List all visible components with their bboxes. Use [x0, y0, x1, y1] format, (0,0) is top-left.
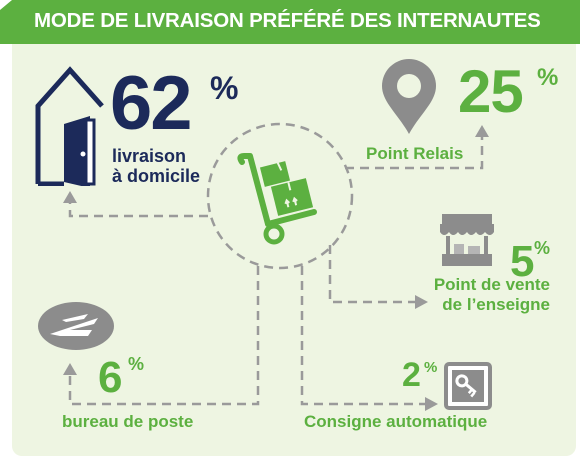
arrowhead-poste — [63, 363, 77, 375]
percent-relais: % — [537, 64, 559, 91]
label-domicile-line2: à domicile — [112, 166, 201, 186]
label-relais: Point Relais — [366, 144, 464, 163]
connector-relais — [345, 134, 484, 170]
map-pin-icon — [382, 59, 436, 134]
hand-truck-boxes-icon — [237, 153, 317, 245]
page-title: MODE DE LIVRAISON PRÉFÉRÉ DES INTERNAUTE… — [34, 9, 541, 32]
center-ring — [206, 122, 354, 270]
value-enseigne: 5 — [510, 237, 535, 286]
value-consigne: 2 — [402, 356, 421, 394]
percent-consigne: % — [424, 359, 438, 376]
la-poste-logo-icon — [38, 302, 114, 350]
label-consigne: Consigne automatique — [304, 412, 488, 431]
value-poste: 6 — [98, 353, 123, 402]
label-enseigne-line2: de l’enseigne — [442, 295, 550, 314]
locker-key-icon — [444, 362, 492, 410]
label-enseigne-line1: Point de vente — [433, 275, 550, 294]
arrowhead-relais — [475, 125, 489, 137]
label-poste: bureau de poste — [62, 412, 194, 431]
arrowhead-consigne — [425, 397, 438, 411]
shop-stall-icon — [440, 214, 494, 266]
connector-poste — [68, 266, 260, 406]
percent-enseigne: % — [534, 238, 551, 258]
header-ribbon — [0, 0, 580, 44]
arrowhead-enseigne — [415, 295, 428, 309]
label-domicile-line1: livraison — [112, 146, 187, 166]
value-domicile: 62 — [110, 61, 193, 146]
connector-enseigne — [328, 245, 418, 304]
percent-domicile: % — [210, 70, 239, 106]
percent-poste: % — [128, 354, 145, 374]
value-relais: 25 — [458, 58, 524, 125]
house-door-icon — [35, 66, 104, 186]
ribbon-fold — [0, 0, 12, 10]
connector-domicile — [68, 200, 208, 218]
connector-consigne — [300, 266, 428, 406]
arrowhead-domicile — [63, 191, 77, 203]
